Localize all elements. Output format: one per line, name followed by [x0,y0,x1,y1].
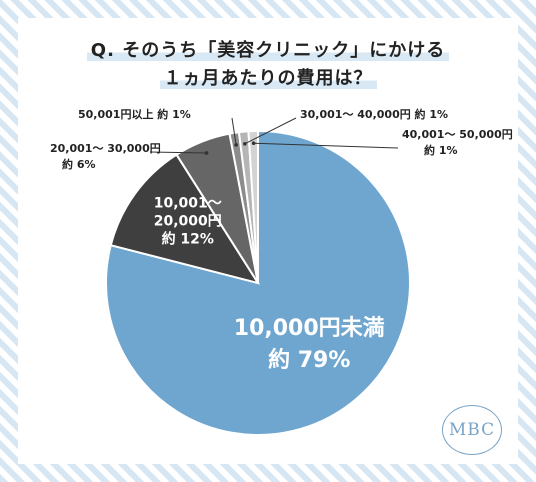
leader-dot-5 [243,141,247,146]
slice-label-1: 10,000円未満 [234,315,385,341]
slice-label-2: 10,001～ [154,196,222,212]
slice-value-1: 約 79% [268,347,350,373]
leader-dot-4 [234,143,238,147]
slice-value-6: 約 1% [424,143,458,157]
chart-title-line2: １ヵ月あたりの費用は？ [18,64,518,90]
leader-line-4 [231,117,237,145]
mbc-logo: MBC [442,405,502,455]
leader-line-3 [149,151,207,154]
pie-slice-6 [247,129,259,284]
leader-dot-3 [204,151,209,155]
slice-label-5: 30,001～ 40,000円 約 1% [300,107,448,121]
slice-value-2: 約 12% [162,231,214,248]
slice-label-3: 20,001～ 30,000円 [50,142,161,155]
slice-label-2: 20,000円 [154,214,222,230]
pie-slice-2 [109,153,261,285]
slice-label-4: 50,001円以上 約 1% [78,107,191,121]
slice-value-3: 約 6% [62,157,96,171]
slice-label-6: 40,001～ 50,000円 [402,128,513,141]
leader-line-6 [253,142,399,149]
leader-dot-6 [251,141,256,146]
leader-line-5 [244,117,297,145]
chart-title-line1: Q. そのうち「美容クリニック」にかける [18,36,518,62]
